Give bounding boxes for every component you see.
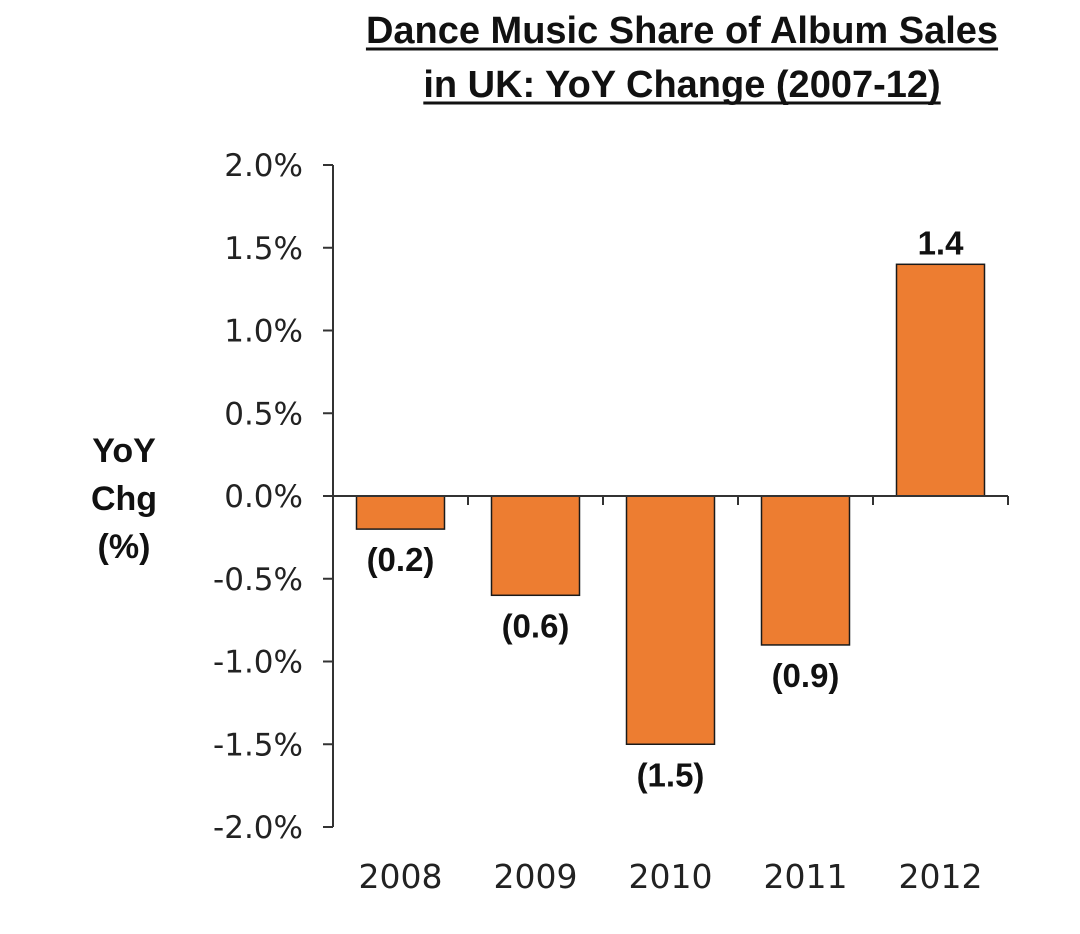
y-tick-label: 0.5%: [224, 396, 303, 432]
chart-title: Dance Music Share of Album Sales in UK: …: [365, 10, 999, 106]
y-tick-label: -1.5%: [213, 727, 303, 763]
x-tick-label-2009: 2009: [494, 857, 578, 896]
y-tick-label: -0.5%: [213, 562, 303, 598]
y-axis-title-line-1: YoY: [92, 432, 156, 470]
data-label-2009: (0.6): [502, 607, 570, 644]
y-axis-title-line-2: Chg: [91, 480, 157, 518]
bar-2012: [895, 263, 986, 497]
y-tick-label: 1.5%: [224, 231, 303, 267]
data-label-2011: (0.9): [772, 657, 840, 694]
data-label-2008: (0.2): [367, 541, 435, 578]
y-tick-label: -2.0%: [213, 810, 303, 846]
y-tick-label: 2.0%: [224, 148, 303, 184]
bar-2008: [355, 495, 446, 530]
y-tick-label: 1.0%: [224, 314, 303, 350]
bar-series: [355, 263, 986, 745]
y-axis-title: YoY Chg (%): [91, 432, 157, 566]
bar-2009: [490, 495, 581, 597]
chart-title-line-1: Dance Music Share of Album Sales: [366, 10, 998, 52]
bar-2010: [625, 495, 716, 745]
x-tick-label-2010: 2010: [629, 857, 713, 896]
data-label-2010: (1.5): [637, 756, 705, 793]
x-tick-label-2011: 2011: [764, 857, 848, 896]
x-axis: 2008 2009 2010 2011 2012: [333, 495, 1009, 896]
x-tick-label-2008: 2008: [359, 857, 443, 896]
y-tick-label: -1.0%: [213, 645, 303, 681]
chart-title-line-2: in UK: YoY Change (2007-12): [423, 64, 940, 106]
bar-2011: [760, 495, 851, 646]
y-tick-label: 0.0%: [224, 479, 303, 515]
data-labels: (0.2) (0.6) (1.5) (0.9) 1.4: [367, 224, 965, 793]
x-tick-label-2012: 2012: [899, 857, 983, 896]
y-axis-title-line-3: (%): [98, 528, 151, 566]
y-axis: 2.0% 1.5% 1.0% 0.5% 0.0% -0.5% -1.0% -1.5% -2.0%: [213, 148, 334, 846]
data-label-2012: 1.4: [918, 224, 965, 261]
